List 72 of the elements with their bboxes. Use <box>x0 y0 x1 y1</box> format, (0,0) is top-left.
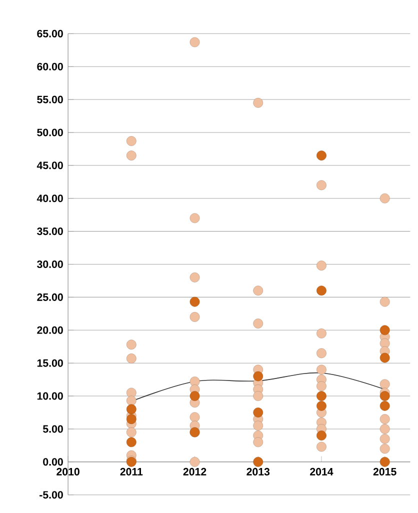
point <box>190 37 200 48</box>
point <box>253 420 263 431</box>
x-tick-label: 2010 <box>56 468 80 476</box>
point <box>380 391 390 401</box>
point <box>126 396 136 406</box>
y-tick-label: 30.00 <box>36 260 63 268</box>
point <box>316 260 326 270</box>
point <box>316 391 326 401</box>
point <box>126 136 136 146</box>
point <box>380 338 390 348</box>
point <box>253 318 263 328</box>
point <box>380 193 390 204</box>
point <box>316 348 326 358</box>
x-tick-label: 2015 <box>373 468 396 476</box>
point <box>316 150 326 160</box>
point <box>316 180 326 190</box>
y-tick-label: 50.00 <box>37 128 63 136</box>
point <box>316 400 326 411</box>
x-tick-label: 2013 <box>246 468 270 476</box>
point <box>190 213 200 224</box>
x-tick-label: 2014 <box>310 468 334 476</box>
y-tick-label: 15.00 <box>37 359 63 367</box>
point <box>126 414 136 424</box>
point <box>126 150 136 160</box>
y-tick-label: 60.00 <box>37 62 63 70</box>
point <box>253 371 263 382</box>
point <box>316 364 326 375</box>
point <box>253 391 263 401</box>
y-tick-label: 20.00 <box>37 326 63 334</box>
point <box>253 408 263 418</box>
point <box>380 456 390 467</box>
y-tick-label: 55.00 <box>37 96 63 104</box>
point <box>126 404 136 414</box>
point <box>190 296 200 307</box>
y-tick-label: 0.00 <box>43 458 63 466</box>
x-tick-label: 2012 <box>183 468 206 476</box>
point <box>190 312 200 322</box>
y-tick-label: 25.00 <box>37 293 63 301</box>
point <box>316 286 326 296</box>
point <box>316 381 326 392</box>
point <box>190 272 200 282</box>
point <box>126 427 136 438</box>
point <box>190 412 200 422</box>
point <box>380 414 390 424</box>
point <box>253 437 263 448</box>
point <box>126 437 136 448</box>
point <box>380 379 390 390</box>
point <box>380 296 390 307</box>
point <box>380 325 390 336</box>
y-tick-label: 40.00 <box>36 194 63 202</box>
y-tick-label: 10.00 <box>37 392 63 400</box>
point <box>253 286 263 296</box>
point <box>253 98 263 108</box>
y-tick-label: 45.00 <box>36 162 63 170</box>
point <box>316 430 326 440</box>
point <box>190 456 200 467</box>
point <box>316 328 326 338</box>
point <box>380 424 390 434</box>
y-tick-label: 65.00 <box>37 30 63 38</box>
point <box>253 456 263 467</box>
point <box>380 444 390 454</box>
point <box>380 400 390 411</box>
point <box>380 434 390 444</box>
x-tick-label: 2011 <box>120 468 143 476</box>
point <box>126 340 136 350</box>
point <box>380 352 390 363</box>
point <box>190 391 200 401</box>
y-tick-label: -5.00 <box>39 491 63 499</box>
y-tick-label: 35.00 <box>36 228 63 236</box>
y-tick-label: 5.00 <box>42 425 63 433</box>
point <box>316 442 326 452</box>
point <box>126 354 136 364</box>
